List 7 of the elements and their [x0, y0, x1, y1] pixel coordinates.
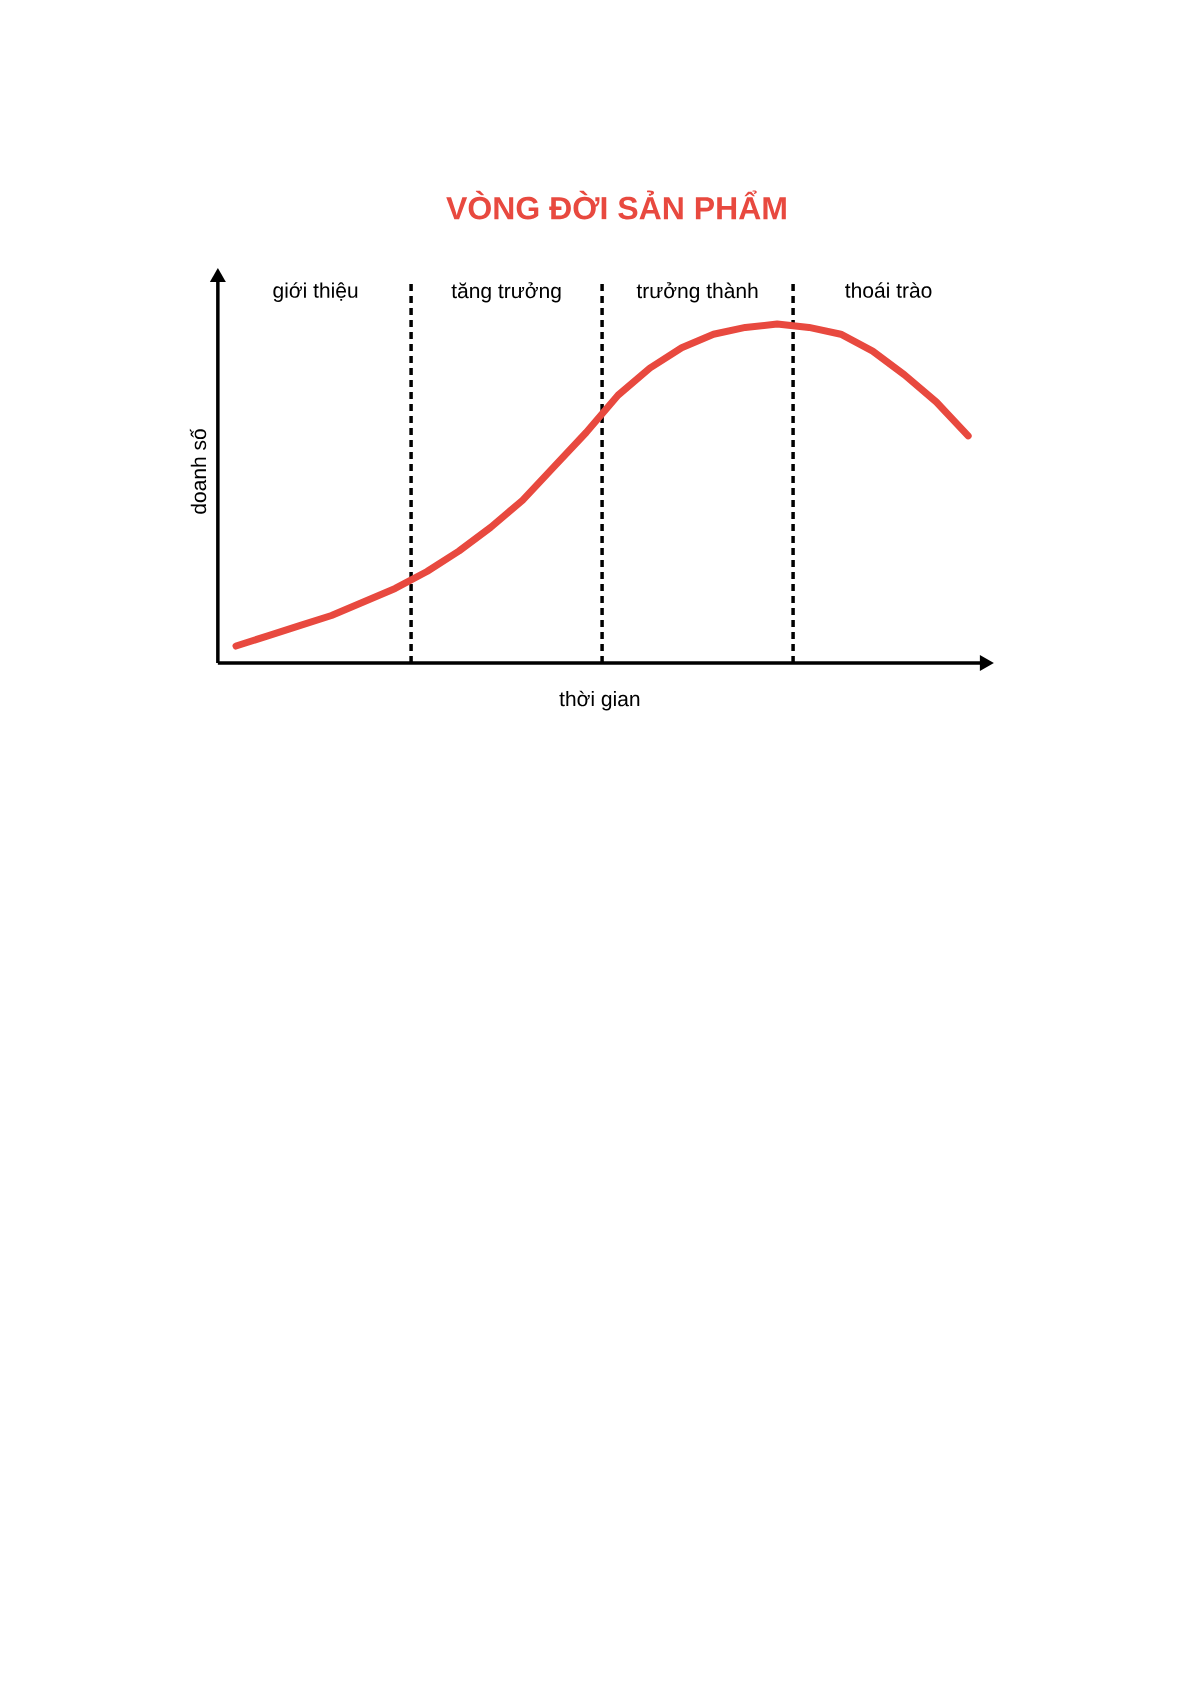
- x-axis-title: thời gian: [559, 690, 640, 711]
- text: tăng trưởng: [451, 282, 561, 303]
- text: giới thiệu: [273, 282, 358, 303]
- text: trưởng thành: [636, 282, 758, 303]
- chart-title: VÒNG ĐỜI SẢN PHẨM: [446, 190, 786, 220]
- text: thoái trào: [845, 282, 932, 298]
- y-axis-title: doanh số: [189, 428, 207, 514]
